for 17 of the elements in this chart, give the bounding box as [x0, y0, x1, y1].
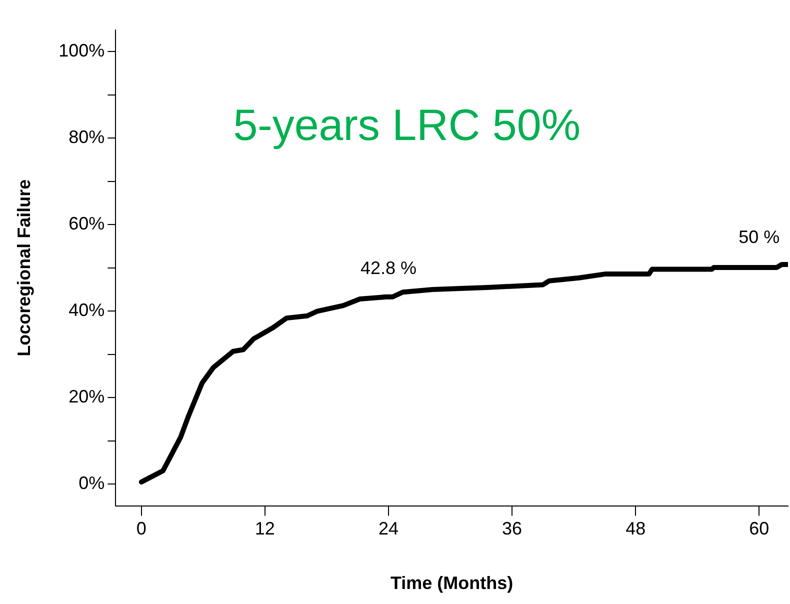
- y-tick-label: 80%: [68, 127, 105, 148]
- x-tick-label: 60: [749, 518, 770, 539]
- y-axis-title: Locoregional Failure: [14, 179, 34, 356]
- annotation: 5-years LRC 50%: [233, 101, 580, 150]
- x-tick-label: 36: [502, 518, 522, 539]
- y-tick-label: 100%: [58, 40, 105, 61]
- y-tick-label: 60%: [68, 214, 105, 234]
- x-tick-label: 48: [626, 518, 646, 539]
- x-tick-label: 0: [136, 518, 146, 539]
- y-tick-label: 20%: [68, 386, 105, 407]
- x-tick-label: 24: [378, 518, 399, 539]
- y-tick-label: 0%: [78, 473, 105, 494]
- annotation: 50 %: [738, 226, 780, 247]
- y-tick-label: 40%: [68, 300, 105, 320]
- x-tick-label: 12: [254, 518, 275, 539]
- x-axis-title: Time (Months): [390, 573, 514, 594]
- annotation: 42.8 %: [360, 258, 417, 278]
